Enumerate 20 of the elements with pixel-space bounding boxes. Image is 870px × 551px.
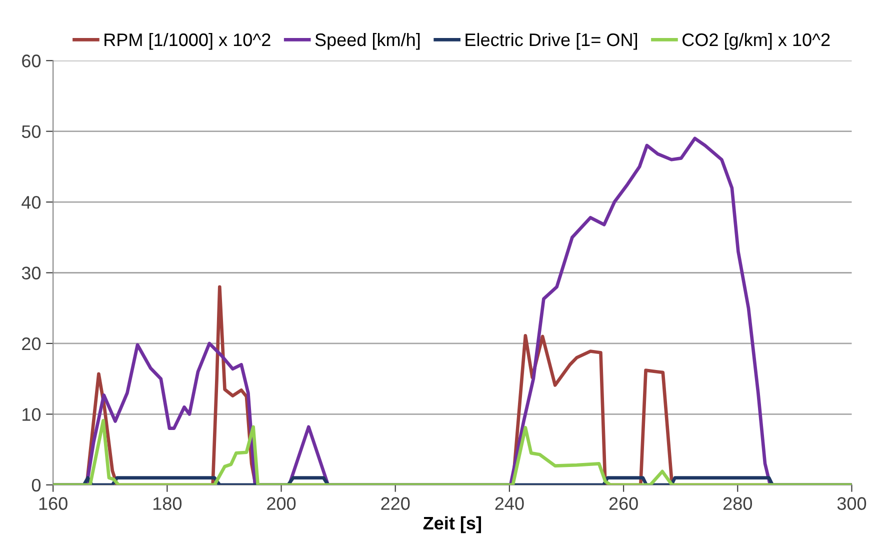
x-tick-label: 260 — [609, 497, 638, 510]
legend-label: CO2 [g/km] x 10^2 — [682, 32, 830, 50]
x-tick-label: 280 — [723, 497, 752, 510]
x-tick-label: 240 — [495, 497, 524, 510]
y-tick-label: 50 — [22, 125, 41, 138]
y-tick-label: 10 — [22, 408, 41, 421]
y-tick-label: 40 — [22, 196, 41, 209]
x-tick-label: 180 — [153, 497, 182, 510]
x-tick-label: 160 — [39, 497, 68, 510]
legend-label: RPM [1/1000] x 10^2 — [104, 32, 270, 50]
y-tick-label: 30 — [22, 266, 41, 280]
legend-label: Electric Drive [1= ON] — [466, 32, 637, 50]
x-tick-label: 220 — [381, 497, 410, 510]
x-axis-title: Zeit [s] — [423, 516, 481, 534]
x-tick-label: 300 — [837, 497, 866, 510]
x-tick-label: 200 — [267, 497, 296, 510]
y-tick-label: 60 — [22, 54, 41, 68]
y-tick-label: 20 — [22, 337, 41, 350]
y-tick-label: 0 — [32, 478, 41, 492]
legend-label: Speed [km/h] — [315, 32, 420, 50]
